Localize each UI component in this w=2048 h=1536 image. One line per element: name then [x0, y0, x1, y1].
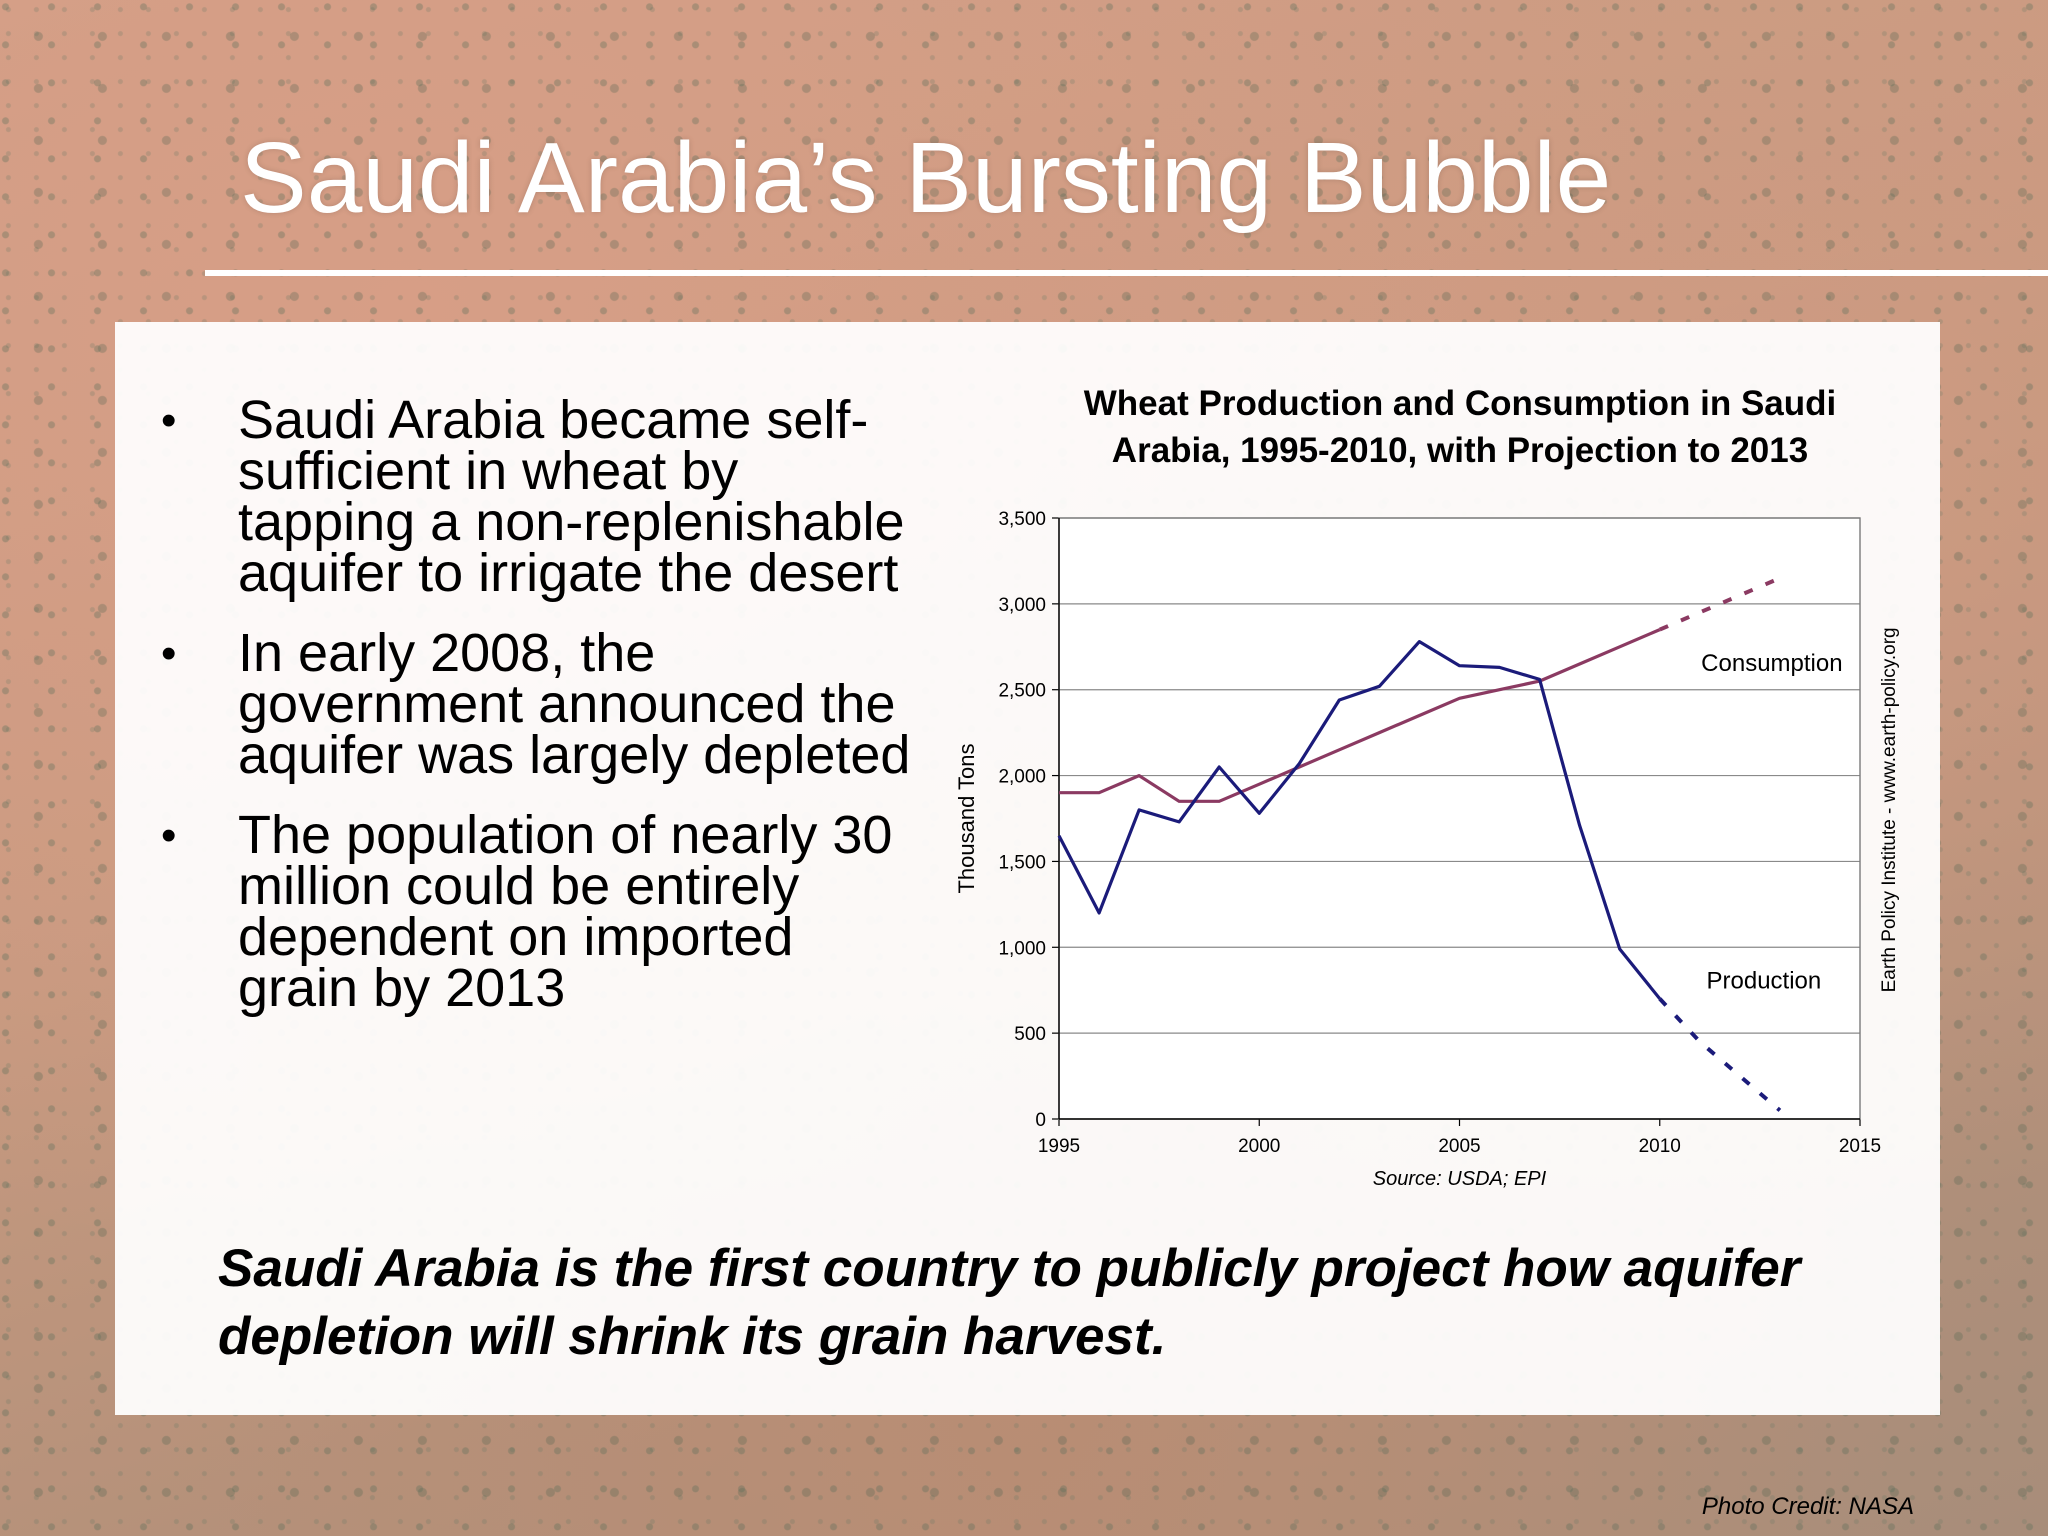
y-tick-label: 3,500	[998, 509, 1046, 530]
consumption-line	[1059, 628, 1661, 803]
bullet-marker: •	[161, 811, 177, 860]
y-tick-label: 0	[1035, 1110, 1046, 1131]
plot-area	[1059, 518, 1860, 1119]
wheat-chart: Wheat Production and Consumption in Saud…	[940, 385, 1940, 1205]
y-tick-label: 1,000	[998, 938, 1046, 959]
bullet-list: • Saudi Arabia became self-sufficient in…	[155, 393, 915, 1043]
x-tick-label: 2000	[1238, 1136, 1280, 1157]
chart-title: Arabia, 1995-2010, with Projection to 20…	[1112, 431, 1808, 470]
bullet-item: • Saudi Arabia became self-sufficient in…	[155, 393, 915, 600]
y-tick-label: 500	[1014, 1024, 1046, 1045]
x-tick-label: 2015	[1839, 1136, 1881, 1157]
x-tick-label: 2005	[1438, 1136, 1480, 1157]
chart-svg: Wheat Production and Consumption in Saud…	[954, 385, 1900, 1190]
production-label: Production	[1707, 967, 1822, 994]
title-divider	[205, 270, 2048, 276]
consumption-label: Consumption	[1701, 650, 1842, 677]
y-tick-label: 2,000	[998, 767, 1046, 788]
y-tick-label: 2,500	[998, 681, 1046, 702]
x-tick-label: 1995	[1038, 1136, 1080, 1157]
y-axis-label: Thousand Tons	[954, 743, 979, 893]
slide-title: Saudi Arabia’s Bursting Bubble	[240, 122, 1612, 234]
chart-title: Wheat Production and Consumption in Saud…	[1084, 385, 1836, 423]
bullet-text: In early 2008, the government announced …	[238, 623, 911, 785]
x-tick-label: 2010	[1639, 1136, 1681, 1157]
production-projection-line	[1658, 997, 1782, 1112]
bullet-marker: •	[161, 629, 177, 678]
bullet-item: • The population of nearly 30 million co…	[155, 808, 915, 1015]
bullet-marker: •	[161, 396, 177, 445]
bullet-text: The population of nearly 30 million coul…	[238, 805, 893, 1018]
chart-side-note: Earth Policy Institute - www.earth-polic…	[1879, 627, 1900, 992]
y-tick-label: 1,500	[998, 852, 1046, 873]
bullet-text: Saudi Arabia became self-sufficient in w…	[238, 390, 905, 603]
tagline: Saudi Arabia is the first country to pub…	[218, 1239, 1801, 1366]
production-line	[1057, 640, 1662, 1000]
photo-credit: Photo Credit: NASA	[1701, 1493, 1914, 1520]
bullet-item: • In early 2008, the government announce…	[155, 626, 915, 782]
y-tick-label: 3,000	[998, 595, 1046, 616]
chart-source: Source: USDA; EPI	[1373, 1168, 1547, 1190]
